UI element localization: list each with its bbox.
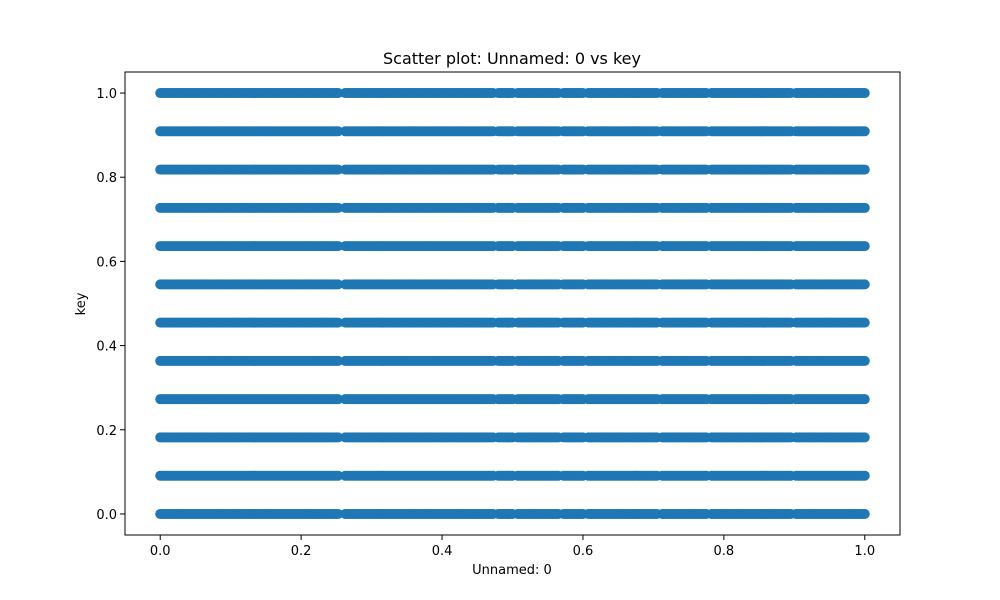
scatter-point <box>859 126 870 137</box>
points-row-3 <box>155 394 870 405</box>
y-axis-label: key <box>74 292 89 315</box>
y-tick-label: 0.8 <box>96 171 117 186</box>
scatter-point <box>859 279 870 290</box>
scatter-point <box>333 432 344 443</box>
scatter-point <box>333 355 344 366</box>
points-row-7 <box>155 241 870 252</box>
scatter-point <box>859 470 870 481</box>
scatter-point <box>859 317 870 328</box>
scatter-point <box>333 279 344 290</box>
points-row-4 <box>155 355 870 366</box>
axes-layer <box>124 71 901 536</box>
scatter-point <box>859 164 870 175</box>
y-tick-label: 0.6 <box>96 255 117 270</box>
x-axis: 0.0 0.2 0.4 0.6 0.8 1.0 <box>150 535 875 559</box>
y-tick-label: 0.0 <box>96 508 117 523</box>
scatter-point <box>333 470 344 481</box>
plot-frame <box>124 71 901 536</box>
x-axis-label: Unnamed: 0 <box>472 563 552 578</box>
scatter-point <box>859 432 870 443</box>
y-tick-label: 0.4 <box>96 340 117 355</box>
points-row-2 <box>155 432 870 443</box>
y-tick-label: 1.0 <box>96 87 117 102</box>
points-row-11 <box>155 88 870 99</box>
x-tick-label: 0.0 <box>150 544 171 559</box>
points-row-6 <box>155 279 870 290</box>
scatter-point <box>859 508 870 519</box>
scatter-point <box>859 355 870 366</box>
points-row-5 <box>155 317 870 328</box>
x-tick-label: 1.0 <box>854 544 875 559</box>
x-tick-label: 0.4 <box>432 544 453 559</box>
scatter-point <box>859 241 870 252</box>
x-tick-label: 0.2 <box>291 544 312 559</box>
points-layer <box>155 88 870 519</box>
scatter-point <box>859 394 870 405</box>
points-row-8 <box>155 202 870 213</box>
points-row-10 <box>155 126 870 137</box>
scatter-point <box>333 508 344 519</box>
x-tick-label: 0.8 <box>714 544 735 559</box>
points-row-0 <box>155 508 870 519</box>
scatter-point <box>333 317 344 328</box>
scatter-point <box>859 202 870 213</box>
points-row-1 <box>155 470 870 481</box>
y-tick-label: 0.2 <box>96 424 117 439</box>
scatter-point <box>859 88 870 99</box>
scatter-point <box>333 394 344 405</box>
points-row-9 <box>155 164 870 175</box>
x-tick-label: 0.6 <box>573 544 594 559</box>
chart-title: Scatter plot: Unnamed: 0 vs key <box>383 49 641 68</box>
y-axis: 0.0 0.2 0.4 0.6 0.8 1.0 <box>96 87 125 523</box>
scatter-point <box>333 241 344 252</box>
